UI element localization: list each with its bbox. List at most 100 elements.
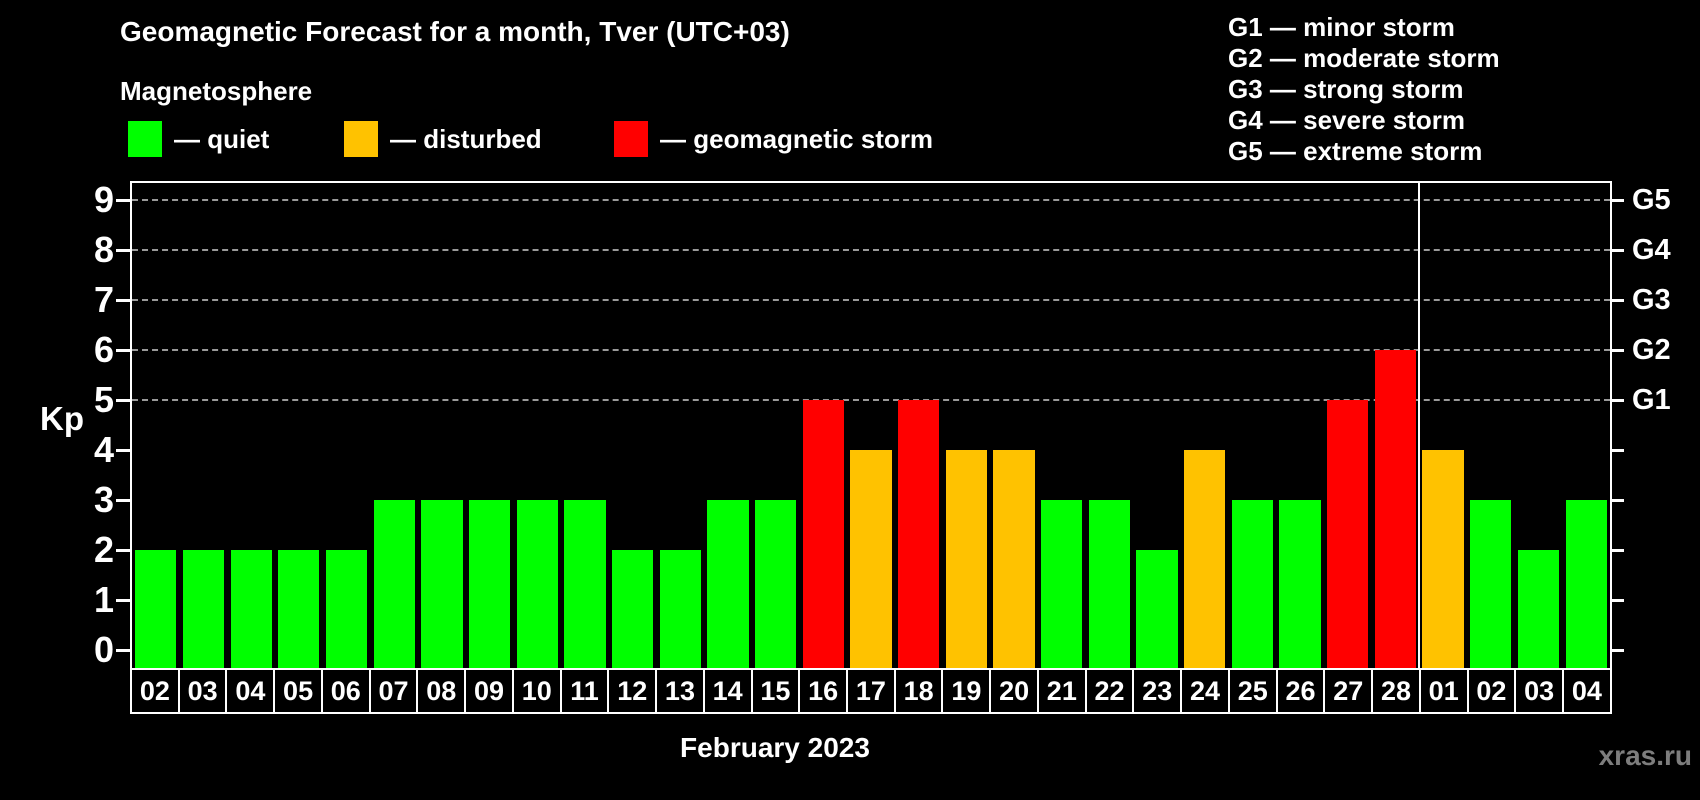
day-cell-feb-24: 24 bbox=[1182, 670, 1230, 712]
day-cell-feb-21: 21 bbox=[1039, 670, 1087, 712]
bar-day-12 bbox=[611, 550, 654, 668]
bar-day-06 bbox=[325, 550, 368, 668]
day-cell-feb-10: 10 bbox=[514, 670, 562, 712]
day-cell-feb-04: 04 bbox=[227, 670, 276, 712]
y-tick-left-0 bbox=[116, 649, 130, 652]
bar-day-02 bbox=[1470, 500, 1512, 668]
day-cell-feb-03: 03 bbox=[180, 670, 228, 712]
bar-day-03 bbox=[182, 550, 225, 668]
y-tick-left-1 bbox=[116, 599, 130, 602]
bar-day-08 bbox=[421, 500, 463, 668]
day-cell-mar-01: 01 bbox=[1421, 670, 1469, 712]
y-tick-left-3 bbox=[116, 499, 130, 502]
bar-day-04 bbox=[230, 550, 272, 668]
g-level-label-G5: G5 bbox=[1632, 184, 1671, 216]
bar-day-22 bbox=[1088, 500, 1130, 668]
month-divider-line bbox=[1418, 183, 1421, 668]
bar-day-17 bbox=[850, 450, 892, 668]
bar-day-27 bbox=[1327, 400, 1369, 668]
y-tick-label-2: 2 bbox=[93, 529, 114, 570]
g-legend-line-g5: G5 — extreme storm bbox=[1228, 136, 1483, 166]
day-cell-feb-13: 13 bbox=[657, 670, 705, 712]
bar-day-11 bbox=[564, 500, 606, 668]
y-tick-right-4 bbox=[1610, 449, 1624, 452]
g-level-label-G4: G4 bbox=[1632, 234, 1671, 266]
bar-day-07 bbox=[373, 500, 415, 668]
x-axis-month-label: February 2023 bbox=[680, 732, 870, 763]
bar-day-01 bbox=[1422, 450, 1464, 668]
y-tick-right-8 bbox=[1610, 249, 1624, 252]
bar-day-23 bbox=[1136, 550, 1178, 668]
chart-title: Geomagnetic Forecast for a month, Tver (… bbox=[120, 16, 790, 47]
bar-day-20 bbox=[993, 450, 1035, 668]
bar-day-14 bbox=[707, 500, 749, 668]
day-cell-feb-22: 22 bbox=[1087, 670, 1135, 712]
gridline-kp6 bbox=[132, 349, 1610, 351]
day-cell-feb-26: 26 bbox=[1278, 670, 1326, 712]
x-axis-day-labels: 02 03 04 05 06 07 08 09 10 11 12 13 14 15 16 17 18 19 20 21… bbox=[130, 668, 1612, 714]
bar-day-04 bbox=[1565, 500, 1607, 668]
g-level-label-G3: G3 bbox=[1632, 284, 1671, 316]
y-tick-label-7: 7 bbox=[93, 279, 114, 320]
bar-day-21 bbox=[1041, 500, 1083, 668]
y-tick-right-2 bbox=[1610, 549, 1624, 552]
legend-swatch-quiet bbox=[128, 121, 162, 157]
legend-label-storm: — geomagnetic storm bbox=[660, 124, 934, 154]
day-cell-mar-03: 03 bbox=[1516, 670, 1565, 712]
bar-day-19 bbox=[945, 450, 987, 668]
legend-label-disturbed: — disturbed bbox=[390, 124, 542, 154]
y-tick-left-8 bbox=[116, 249, 130, 252]
day-cell-feb-27: 27 bbox=[1325, 670, 1374, 712]
y-tick-label-1: 1 bbox=[93, 579, 114, 620]
y-tick-label-0: 0 bbox=[93, 629, 114, 670]
gridline-kp5 bbox=[132, 399, 1610, 401]
watermark-xras: xras.ru bbox=[1598, 740, 1692, 771]
y-tick-right-0 bbox=[1610, 649, 1624, 652]
day-cell-feb-06: 06 bbox=[323, 670, 371, 712]
day-cell-feb-11: 11 bbox=[562, 670, 610, 712]
day-cell-feb-14: 14 bbox=[705, 670, 753, 712]
day-cell-feb-23: 23 bbox=[1134, 670, 1183, 712]
day-cell-feb-19: 19 bbox=[943, 670, 992, 712]
y-tick-label-6: 6 bbox=[93, 329, 114, 370]
day-cell-mar-04: 04 bbox=[1571, 676, 1602, 706]
y-tick-left-6 bbox=[116, 349, 130, 352]
y-tick-label-5: 5 bbox=[93, 379, 114, 420]
y-tick-left-7 bbox=[116, 299, 130, 302]
g-scale-legend: G1 — minor storm G2 — moderate storm G3 — … bbox=[1228, 12, 1500, 167]
magnetosphere-legend-title: Magnetosphere bbox=[120, 76, 313, 106]
legend-swatch-disturbed bbox=[344, 121, 378, 157]
day-cell-feb-12: 12 bbox=[609, 670, 658, 712]
y-tick-right-9 bbox=[1610, 199, 1624, 202]
day-cell-feb-28: 28 bbox=[1373, 670, 1421, 712]
y-tick-label-8: 8 bbox=[93, 229, 114, 270]
day-cell-feb-02: 02 bbox=[132, 670, 180, 712]
day-cell-feb-17: 17 bbox=[848, 670, 896, 712]
g-legend-line-g1: G1 — minor storm bbox=[1228, 12, 1455, 42]
bar-day-13 bbox=[659, 550, 701, 668]
bar-day-25 bbox=[1231, 500, 1274, 668]
y-tick-right-3 bbox=[1610, 499, 1624, 502]
y-tick-label-4: 4 bbox=[93, 429, 114, 470]
legend-swatch-storm bbox=[614, 121, 648, 157]
bar-day-24 bbox=[1184, 450, 1226, 668]
bar-day-18 bbox=[898, 400, 940, 668]
day-cell-feb-18: 18 bbox=[896, 670, 944, 712]
day-cell-feb-08: 08 bbox=[418, 670, 467, 712]
day-cell-feb-20: 20 bbox=[991, 670, 1039, 712]
plot-area bbox=[130, 181, 1612, 668]
day-cell-mar-02: 02 bbox=[1469, 670, 1517, 712]
gridline-kp8 bbox=[132, 249, 1610, 251]
y-tick-left-2 bbox=[116, 549, 130, 552]
gridline-kp9 bbox=[132, 199, 1610, 201]
y-tick-left-4 bbox=[116, 449, 130, 452]
day-cell-feb-07: 07 bbox=[371, 670, 419, 712]
g-level-label-G2: G2 bbox=[1632, 334, 1671, 366]
y-tick-right-7 bbox=[1610, 299, 1624, 302]
bar-day-26 bbox=[1279, 500, 1321, 668]
g-level-label-G1: G1 bbox=[1632, 384, 1671, 416]
bar-day-10 bbox=[516, 500, 558, 668]
g-legend-line-g3: G3 — strong storm bbox=[1228, 74, 1464, 104]
bar-day-09 bbox=[468, 500, 511, 668]
